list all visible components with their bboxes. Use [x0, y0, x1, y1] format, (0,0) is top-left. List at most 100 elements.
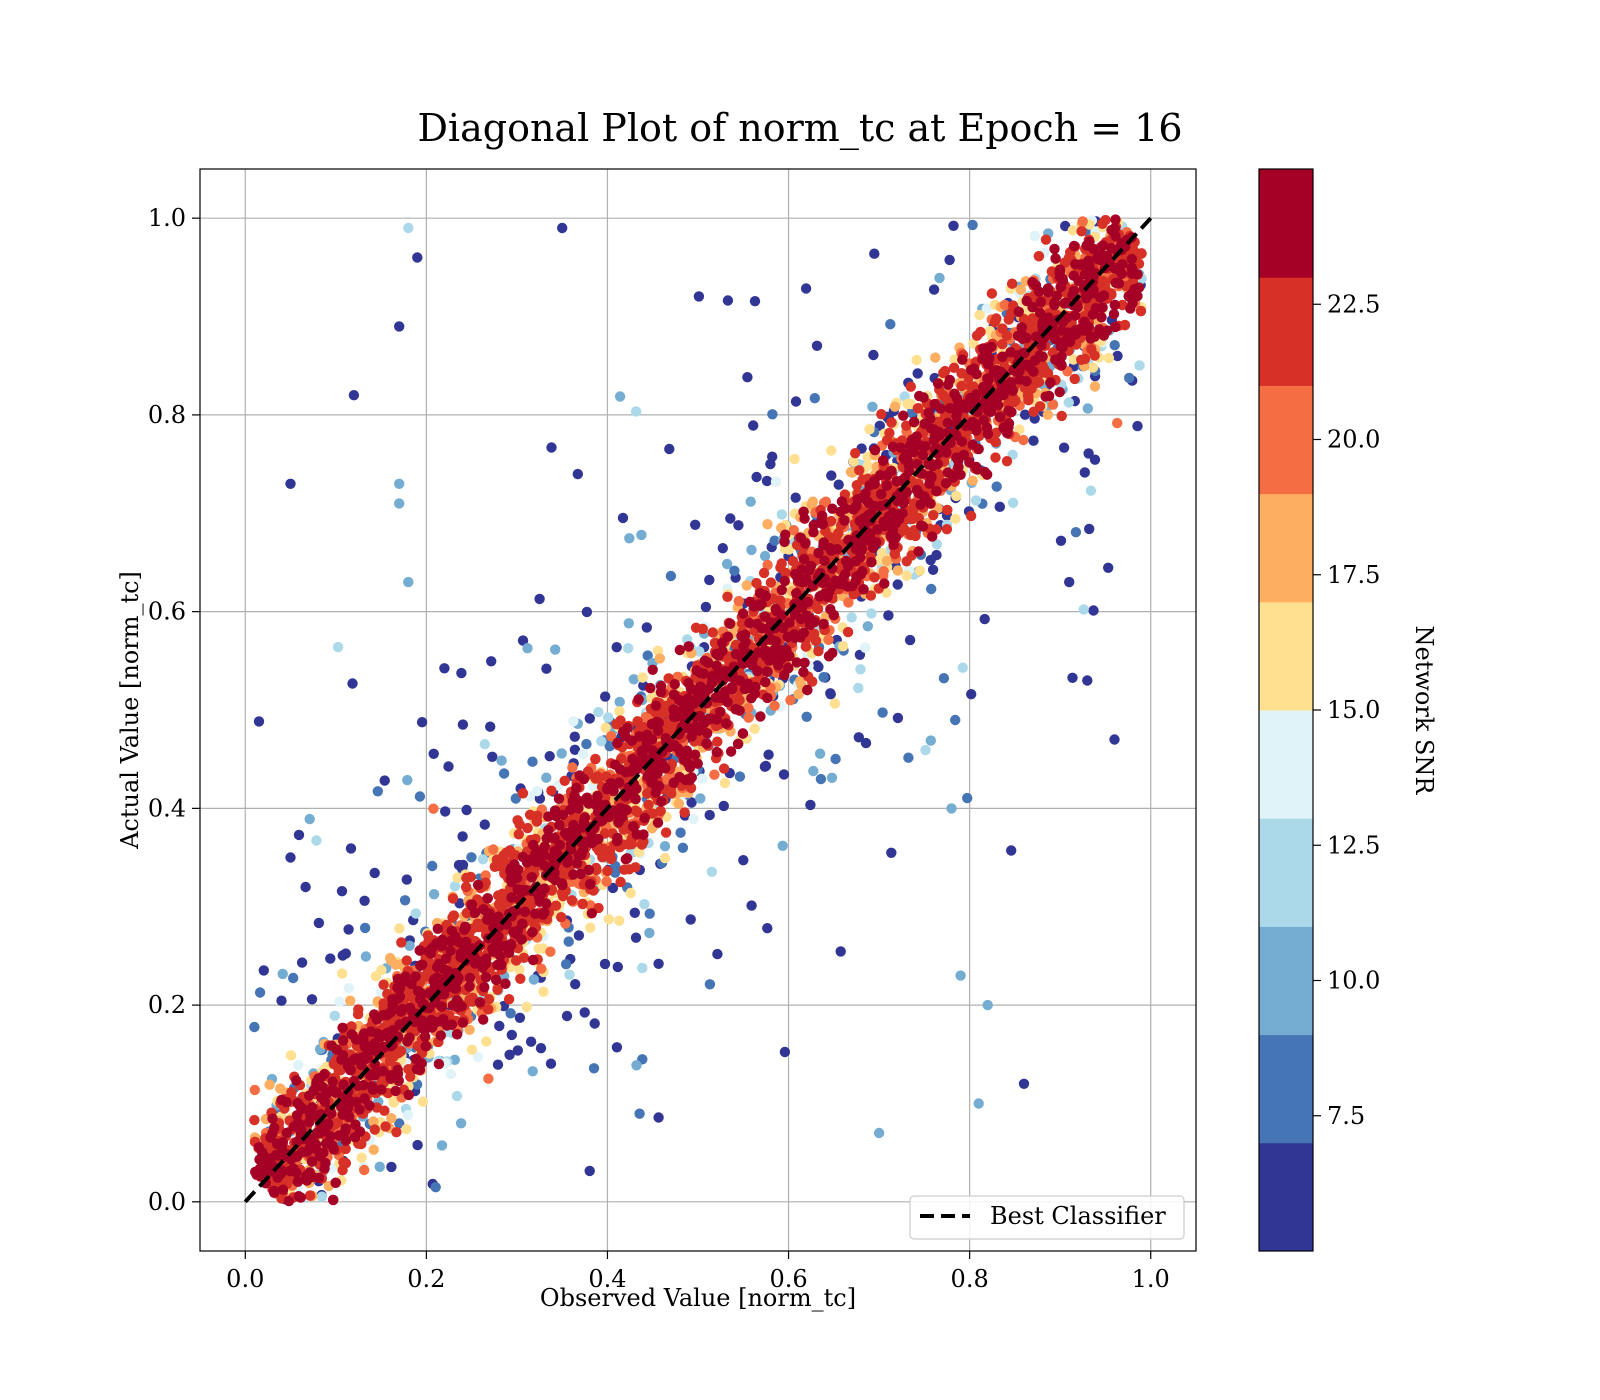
scatter-point: [394, 923, 405, 934]
scatter-point: [746, 544, 757, 556]
scatter-point: [492, 984, 503, 995]
scatter-point: [536, 963, 547, 974]
scatter-point: [748, 420, 759, 431]
scatter-point: [569, 731, 580, 742]
scatter-point: [641, 622, 652, 633]
scatter-point: [275, 1083, 286, 1094]
scatter-point: [742, 372, 753, 383]
scatter-point: [1089, 350, 1100, 361]
scatter-point: [979, 613, 990, 625]
scatter-point: [1079, 467, 1091, 478]
scatter-point: [706, 866, 718, 877]
scatter-point: [868, 349, 879, 361]
scatter-point: [854, 649, 866, 660]
scatter-point: [767, 451, 778, 462]
scatter-point: [589, 1018, 600, 1029]
scatter-point: [479, 819, 490, 830]
scatter-point: [379, 1105, 390, 1116]
scatter-point: [1079, 353, 1091, 365]
scatter-point: [1084, 523, 1095, 535]
scatter-point: [679, 807, 690, 818]
scatter-point: [690, 622, 702, 633]
scatter-point: [986, 288, 998, 299]
scatter-point: [1028, 435, 1039, 446]
scatter-point: [960, 428, 971, 439]
scatter-point: [368, 1144, 379, 1155]
scatter-point: [982, 999, 993, 1011]
scatter-point: [506, 1029, 517, 1041]
scatter-point: [285, 852, 296, 863]
scatter-point: [1135, 305, 1147, 317]
scatter-point: [950, 714, 961, 726]
scatter-point: [811, 340, 823, 351]
scatter-point: [722, 591, 733, 602]
scatter-point: [1003, 314, 1014, 325]
scatter-point: [848, 456, 859, 467]
scatter-point: [1067, 225, 1079, 236]
scatter-point: [1018, 434, 1029, 446]
scatter-point: [881, 587, 892, 598]
scatter-point: [746, 900, 757, 911]
scatter-point: [1110, 214, 1121, 225]
scatter-point: [997, 339, 1008, 350]
scatter-point: [541, 772, 552, 783]
scatter-point: [276, 995, 287, 1006]
scatter-point: [572, 468, 583, 480]
scatter-point: [938, 673, 950, 684]
scatter-point: [534, 593, 545, 605]
scatter-point: [386, 1161, 397, 1173]
scatter-point: [741, 580, 752, 591]
scatter-point: [968, 381, 979, 392]
scatter-point: [293, 1059, 304, 1071]
scatter-point: [528, 974, 539, 985]
scatter-point: [345, 843, 357, 854]
scatter-point: [329, 1010, 340, 1021]
scatter-point: [813, 547, 824, 559]
scatter-point: [550, 900, 562, 911]
scatter-point: [1058, 442, 1070, 453]
scatter-point: [643, 799, 654, 810]
scatter-point: [448, 910, 459, 921]
scatter-point: [368, 1116, 379, 1127]
scatter-point: [1063, 397, 1075, 408]
scatter-point: [876, 547, 888, 559]
scatter-point: [938, 367, 949, 379]
scatter-point: [864, 424, 875, 435]
scatter-point: [345, 995, 356, 1006]
scatter-point: [581, 738, 592, 750]
scatter-point: [853, 682, 864, 694]
scatter-point: [401, 874, 412, 885]
scatter-point: [696, 773, 708, 784]
scatter-point: [356, 1152, 367, 1163]
scatter-point: [401, 1124, 412, 1135]
scatter-point: [903, 752, 914, 763]
scatter-point: [394, 321, 405, 332]
scatter-point: [1015, 284, 1027, 295]
scatter-point: [734, 695, 745, 706]
scatter-point: [491, 854, 503, 865]
scatter-point: [997, 323, 1008, 334]
scatter-point: [865, 590, 877, 601]
scatter-point: [631, 1060, 642, 1071]
scatter-point: [485, 721, 496, 732]
scatter-point: [623, 618, 634, 629]
scatter-point: [835, 946, 846, 957]
scatter-point: [1109, 734, 1120, 745]
scatter-point: [1077, 216, 1088, 227]
scatter-point: [503, 994, 515, 1005]
scatter-point: [762, 923, 773, 934]
scatter-point: [481, 1036, 492, 1047]
scatter-point: [1006, 278, 1018, 289]
scatter-point: [359, 922, 371, 934]
scatter-point: [394, 478, 405, 489]
scatter-point: [617, 512, 629, 524]
scatter-point: [615, 876, 626, 888]
scatter-point: [306, 994, 318, 1005]
scatter-point: [1103, 352, 1115, 364]
scatter-point: [332, 641, 344, 653]
scatter-point: [535, 1043, 547, 1054]
scatter-point: [1001, 456, 1013, 467]
scatter-point: [504, 1049, 515, 1061]
scatter-point: [285, 1050, 297, 1061]
scatter-point: [837, 641, 849, 652]
